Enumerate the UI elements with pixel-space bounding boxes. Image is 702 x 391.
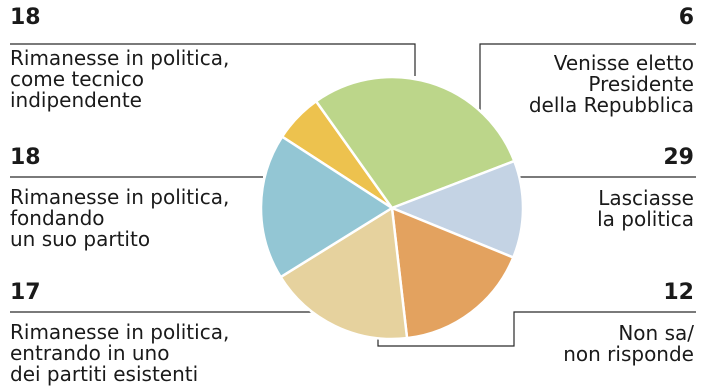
leader-presidente — [479, 43, 696, 112]
label-tecnico-line-2: come tecnico — [10, 67, 144, 91]
pie-slice-non-sa — [390, 159, 525, 259]
value-label-fondando: 18 — [10, 145, 41, 170]
label-presidente-line-2: Presidente — [588, 72, 694, 96]
label-tecnico-line-1: Rimanesse in politica, — [10, 46, 230, 70]
label-non-sa: 12 Non sa/ non risponde — [563, 281, 694, 365]
leader-non-sa — [377, 311, 696, 347]
label-fondando-line-2: fondando — [10, 206, 105, 230]
value-label-lasciasse: 29 — [663, 145, 694, 170]
pie-slices — [259, 75, 525, 341]
label-lasciasse: 29 Lasciasse la politica — [597, 146, 694, 230]
label-fondando: 18 Rimanesse in politica, fondando un su… — [10, 146, 229, 250]
pie-slice-entrando — [390, 206, 515, 340]
label-presidente-line-3: della Repubblica — [528, 93, 694, 117]
label-fondando-line-3: un suo partito — [10, 227, 151, 251]
label-non-sa-line-1: Non sa/ — [618, 321, 694, 345]
label-non-sa-line-2: non risponde — [563, 342, 694, 366]
label-lasciasse-line-1: Lasciasse — [598, 186, 694, 210]
label-presidente-line-1: Venisse eletto — [553, 51, 694, 75]
pie-slice-fondando — [279, 206, 409, 341]
label-presidente: 6 Venisse eletto Presidente della Repubb… — [529, 6, 694, 116]
value-label-non-sa: 12 — [663, 280, 694, 305]
pie-slice-tecnico — [259, 135, 394, 279]
label-tecnico-line-3: indipendente — [10, 88, 142, 112]
leader-lines — [10, 43, 696, 347]
value-label-presidente: 6 — [678, 5, 694, 30]
label-lasciasse-line-2: la politica — [597, 207, 694, 231]
pie-slice-lasciasse — [314, 75, 516, 210]
leader-tecnico — [10, 43, 416, 76]
value-label-entrando: 17 — [10, 280, 41, 305]
label-entrando-line-3: dei partiti esistenti — [10, 362, 199, 386]
label-entrando-line-1: Rimanesse in politica, — [10, 320, 230, 344]
label-fondando-line-1: Rimanesse in politica, — [10, 185, 230, 209]
label-entrando-line-2: entrando in uno — [10, 341, 170, 365]
label-tecnico: 18 Rimanesse in politica, come tecnico i… — [10, 6, 229, 111]
value-label-tecnico: 18 — [10, 5, 41, 30]
label-entrando: 17 Rimanesse in politica, entrando in un… — [10, 281, 229, 385]
